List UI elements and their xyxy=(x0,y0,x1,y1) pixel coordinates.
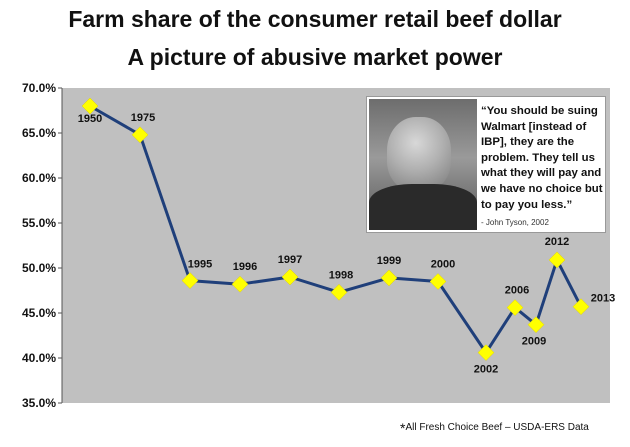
point-label-1995: 1995 xyxy=(188,259,212,271)
data-point-1975 xyxy=(131,126,149,144)
point-label-2009: 2009 xyxy=(522,336,546,348)
point-label-2013: 2013 xyxy=(591,293,615,305)
y-tick-label: 65.0% xyxy=(22,126,56,140)
data-point-1950 xyxy=(81,97,99,115)
quote-attribution: - John Tyson, 2002 xyxy=(481,218,549,227)
series-markers xyxy=(81,97,590,361)
quote-callout: “You should be suing Walmart [instead of… xyxy=(366,96,606,233)
footnote-text: All Fresh Choice Beef – USDA-ERS Data xyxy=(405,422,589,433)
source-footnote: *All Fresh Choice Beef – USDA-ERS Data xyxy=(400,420,589,436)
chart-title: Farm share of the consumer retail beef d… xyxy=(68,6,562,32)
point-label-1950: 1950 xyxy=(78,113,102,125)
data-point-1996 xyxy=(231,275,249,293)
data-point-2009 xyxy=(527,316,545,334)
y-tick-label: 35.0% xyxy=(22,396,56,410)
data-point-2012 xyxy=(548,251,566,269)
quote-text: “You should be suing Walmart [instead of… xyxy=(481,105,603,211)
footnote-marker: * xyxy=(400,420,406,436)
point-label-2006: 2006 xyxy=(505,285,529,297)
data-point-2006 xyxy=(506,299,524,316)
point-labels: 1950 1975 1995 1996 1997 1998 1999 2000 2002 2006… xyxy=(78,112,615,376)
point-label-2012: 2012 xyxy=(545,236,569,248)
y-tick-label: 60.0% xyxy=(22,171,56,185)
point-label-2000: 2000 xyxy=(431,259,455,271)
point-label-1996: 1996 xyxy=(233,261,257,273)
y-tick-label: 55.0% xyxy=(22,216,56,230)
data-point-2013 xyxy=(572,298,590,316)
speaker-photo xyxy=(369,99,477,230)
data-point-1999 xyxy=(380,269,398,287)
y-tick-label: 50.0% xyxy=(22,261,56,275)
y-axis-ticks: 70.0% 65.0% 60.0% 55.0% 50.0% 45.0% 40.0% 35.0% xyxy=(22,81,62,410)
data-point-2002 xyxy=(477,344,495,361)
data-point-1995 xyxy=(181,272,199,289)
y-tick-label: 45.0% xyxy=(22,306,56,320)
point-label-1999: 1999 xyxy=(377,255,401,267)
y-tick-label: 70.0% xyxy=(22,81,56,95)
point-label-1997: 1997 xyxy=(278,254,302,266)
point-label-1998: 1998 xyxy=(329,269,353,281)
point-label-1975: 1975 xyxy=(131,112,155,124)
chart-subtitle: A picture of abusive market power xyxy=(127,44,503,70)
data-point-1998 xyxy=(330,283,348,301)
data-point-2000 xyxy=(429,273,447,290)
data-point-1997 xyxy=(281,268,299,286)
point-label-2002: 2002 xyxy=(474,364,498,376)
y-tick-label: 40.0% xyxy=(22,351,56,365)
